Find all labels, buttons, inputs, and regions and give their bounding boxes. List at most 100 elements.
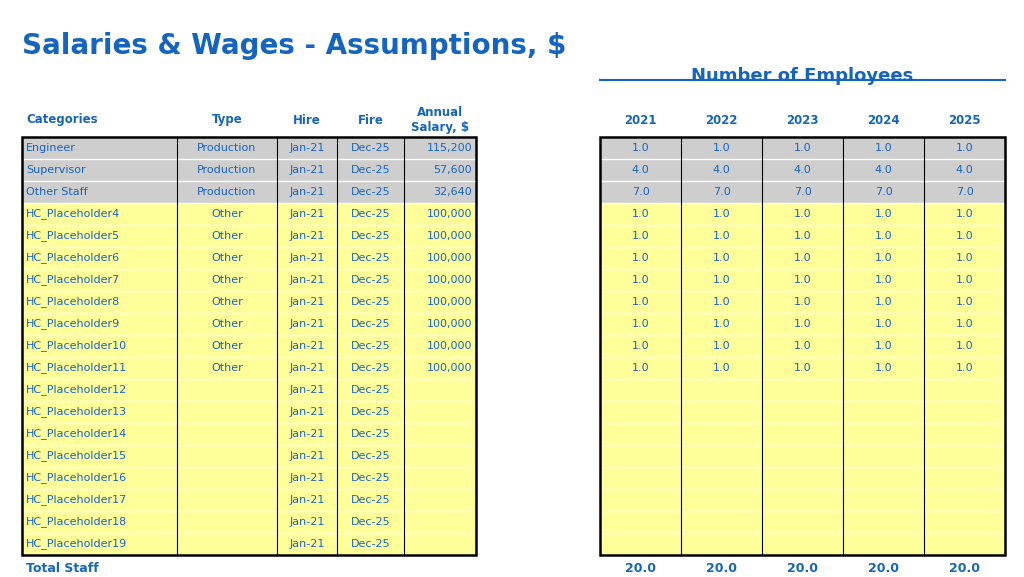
Text: 100,000: 100,000 bbox=[427, 209, 472, 219]
Text: 100,000: 100,000 bbox=[427, 341, 472, 351]
Text: 1.0: 1.0 bbox=[955, 143, 974, 153]
Bar bbox=[22, 379, 476, 401]
Text: 4.0: 4.0 bbox=[955, 165, 974, 175]
Text: 1.0: 1.0 bbox=[955, 297, 974, 307]
Text: 1.0: 1.0 bbox=[874, 297, 892, 307]
Text: Other: Other bbox=[211, 341, 243, 351]
Text: Dec-25: Dec-25 bbox=[350, 275, 390, 285]
Text: 100,000: 100,000 bbox=[427, 253, 472, 263]
Text: 1.0: 1.0 bbox=[955, 319, 974, 329]
Text: Type: Type bbox=[212, 114, 243, 126]
Text: Dec-25: Dec-25 bbox=[350, 429, 390, 439]
Text: Other: Other bbox=[211, 363, 243, 373]
Bar bbox=[600, 379, 1005, 401]
Bar bbox=[600, 247, 1005, 269]
Bar bbox=[22, 137, 476, 159]
Bar bbox=[600, 467, 1005, 489]
Bar bbox=[22, 225, 476, 247]
Text: 1.0: 1.0 bbox=[874, 143, 892, 153]
Text: Dec-25: Dec-25 bbox=[350, 253, 390, 263]
Text: Dec-25: Dec-25 bbox=[350, 517, 390, 527]
Text: 2025: 2025 bbox=[948, 114, 981, 126]
Text: Jan-21: Jan-21 bbox=[290, 275, 325, 285]
Text: HC_Placeholder14: HC_Placeholder14 bbox=[26, 429, 127, 440]
Text: 20.0: 20.0 bbox=[949, 561, 980, 575]
Text: 1.0: 1.0 bbox=[874, 319, 892, 329]
Bar bbox=[600, 313, 1005, 335]
Text: 1.0: 1.0 bbox=[874, 363, 892, 373]
Text: HC_Placeholder16: HC_Placeholder16 bbox=[26, 473, 127, 484]
Bar bbox=[22, 401, 476, 423]
Text: 7.0: 7.0 bbox=[794, 187, 811, 197]
Text: 1.0: 1.0 bbox=[794, 231, 811, 241]
Text: 1.0: 1.0 bbox=[632, 253, 649, 263]
Text: Production: Production bbox=[198, 165, 257, 175]
Bar bbox=[600, 203, 1005, 225]
Text: 1.0: 1.0 bbox=[955, 363, 974, 373]
Text: Dec-25: Dec-25 bbox=[350, 165, 390, 175]
Text: Salary, $: Salary, $ bbox=[411, 121, 469, 133]
Text: 1.0: 1.0 bbox=[794, 253, 811, 263]
Text: 100,000: 100,000 bbox=[427, 319, 472, 329]
Text: 1.0: 1.0 bbox=[794, 209, 811, 219]
Bar bbox=[600, 159, 1005, 181]
Bar bbox=[22, 489, 476, 511]
Text: 2021: 2021 bbox=[625, 114, 656, 126]
Text: 1.0: 1.0 bbox=[632, 319, 649, 329]
Bar bbox=[600, 533, 1005, 555]
Text: 1.0: 1.0 bbox=[713, 275, 730, 285]
Text: 1.0: 1.0 bbox=[874, 231, 892, 241]
Text: Dec-25: Dec-25 bbox=[350, 297, 390, 307]
Bar bbox=[22, 269, 476, 291]
Text: Jan-21: Jan-21 bbox=[290, 165, 325, 175]
Text: HC_Placeholder8: HC_Placeholder8 bbox=[26, 297, 120, 308]
Text: Annual: Annual bbox=[417, 107, 463, 119]
Text: Jan-21: Jan-21 bbox=[290, 209, 325, 219]
Text: 7.0: 7.0 bbox=[955, 187, 974, 197]
Text: HC_Placeholder9: HC_Placeholder9 bbox=[26, 319, 120, 329]
Bar bbox=[600, 181, 1005, 203]
Bar bbox=[22, 445, 476, 467]
Text: 32,640: 32,640 bbox=[433, 187, 472, 197]
Text: 1.0: 1.0 bbox=[955, 209, 974, 219]
Bar bbox=[22, 335, 476, 357]
Text: 1.0: 1.0 bbox=[632, 231, 649, 241]
Text: Jan-21: Jan-21 bbox=[290, 539, 325, 549]
Text: Dec-25: Dec-25 bbox=[350, 385, 390, 395]
Text: 20.0: 20.0 bbox=[706, 561, 737, 575]
Text: 1.0: 1.0 bbox=[713, 209, 730, 219]
Text: Other: Other bbox=[211, 319, 243, 329]
Text: Jan-21: Jan-21 bbox=[290, 495, 325, 505]
Text: 1.0: 1.0 bbox=[794, 143, 811, 153]
Text: 100,000: 100,000 bbox=[427, 231, 472, 241]
Text: 1.0: 1.0 bbox=[632, 143, 649, 153]
Text: Jan-21: Jan-21 bbox=[290, 429, 325, 439]
Text: 1.0: 1.0 bbox=[794, 297, 811, 307]
Text: 1.0: 1.0 bbox=[955, 341, 974, 351]
Text: Other: Other bbox=[211, 231, 243, 241]
Text: HC_Placeholder5: HC_Placeholder5 bbox=[26, 231, 120, 241]
Text: Categories: Categories bbox=[26, 114, 97, 126]
Bar bbox=[22, 423, 476, 445]
Text: 7.0: 7.0 bbox=[713, 187, 730, 197]
Text: HC_Placeholder13: HC_Placeholder13 bbox=[26, 407, 127, 417]
Text: Jan-21: Jan-21 bbox=[290, 187, 325, 197]
Bar bbox=[600, 335, 1005, 357]
Text: Salaries & Wages - Assumptions, $: Salaries & Wages - Assumptions, $ bbox=[22, 32, 566, 60]
Text: Jan-21: Jan-21 bbox=[290, 517, 325, 527]
Text: Other Staff: Other Staff bbox=[26, 187, 88, 197]
Text: Dec-25: Dec-25 bbox=[350, 341, 390, 351]
Bar bbox=[22, 533, 476, 555]
Text: 1.0: 1.0 bbox=[794, 319, 811, 329]
Text: 1.0: 1.0 bbox=[874, 209, 892, 219]
Bar bbox=[600, 291, 1005, 313]
Text: 1.0: 1.0 bbox=[632, 297, 649, 307]
Text: Other: Other bbox=[211, 297, 243, 307]
Text: 1.0: 1.0 bbox=[794, 341, 811, 351]
Text: 4.0: 4.0 bbox=[794, 165, 811, 175]
Text: Jan-21: Jan-21 bbox=[290, 297, 325, 307]
Text: Jan-21: Jan-21 bbox=[290, 253, 325, 263]
Text: Production: Production bbox=[198, 187, 257, 197]
Text: 1.0: 1.0 bbox=[713, 363, 730, 373]
Text: HC_Placeholder6: HC_Placeholder6 bbox=[26, 253, 120, 264]
